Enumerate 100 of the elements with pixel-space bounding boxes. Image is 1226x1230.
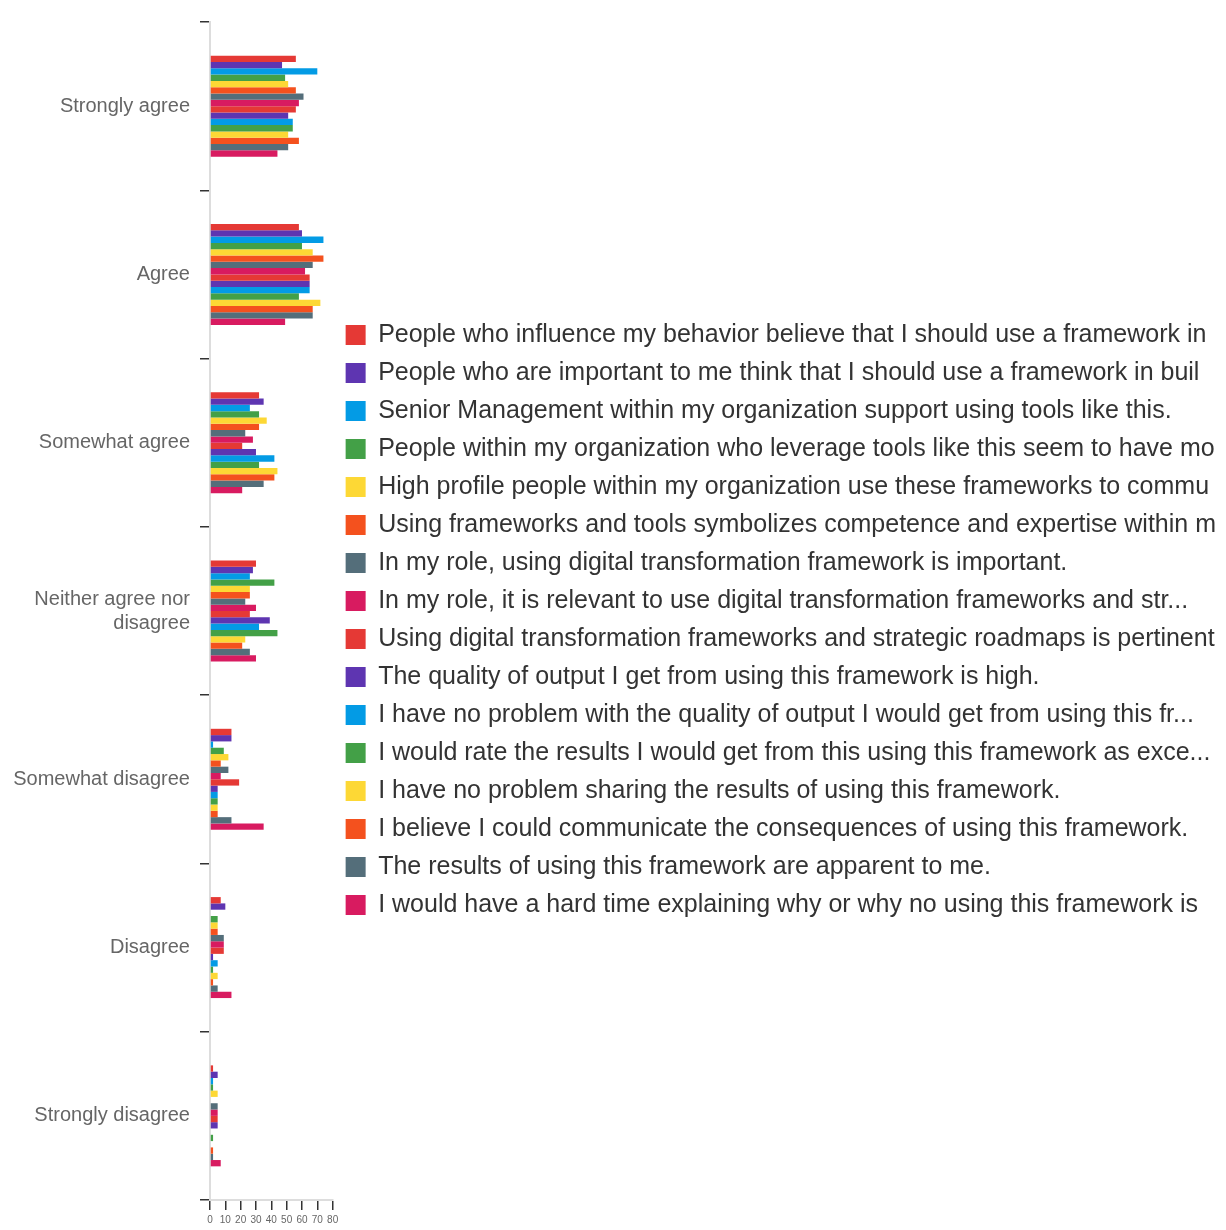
x-tick-label: 50 xyxy=(281,1213,293,1225)
bar xyxy=(210,766,229,773)
bar xyxy=(210,74,286,81)
bar xyxy=(210,455,275,462)
legend-label: The results of using this framework are apparent to me. xyxy=(378,850,991,879)
x-tick-label: 80 xyxy=(327,1213,339,1225)
x-tick-label: 20 xyxy=(235,1213,247,1225)
legend-label: Using digital transformation frameworks and strategic roadmaps is pertinent xyxy=(378,622,1215,651)
bar xyxy=(210,772,221,780)
y-tick-label: Agree xyxy=(136,261,190,284)
bar xyxy=(210,93,304,100)
bar xyxy=(210,106,296,113)
bar xyxy=(210,1147,214,1154)
bar xyxy=(210,947,224,954)
bar xyxy=(210,268,306,275)
legend-label: Senior Management within my organization support using tools like this. xyxy=(378,394,1172,423)
bar xyxy=(210,261,313,269)
legend-label: High profile people within my organization use these frameworks to commu xyxy=(378,470,1210,499)
bar xyxy=(210,436,253,443)
bar xyxy=(210,903,226,910)
legend-label: Using frameworks and tools symbolizes competence and expertise within m xyxy=(378,508,1217,537)
bar xyxy=(210,223,299,231)
bar xyxy=(210,573,250,580)
bar xyxy=(210,585,250,593)
bar xyxy=(210,423,260,431)
legend-label: People who are important to me think that I should use a framework in buil xyxy=(378,356,1200,385)
bar xyxy=(210,791,218,799)
bar xyxy=(210,293,299,300)
bar xyxy=(210,449,256,456)
bar xyxy=(210,604,256,611)
bar xyxy=(210,1090,218,1097)
legend-label: I have no problem with the quality of output I would get from using this fr... xyxy=(378,698,1194,727)
bar xyxy=(210,112,289,119)
bar xyxy=(210,68,318,75)
bar xyxy=(210,810,218,818)
bar xyxy=(210,236,324,243)
bar xyxy=(210,1103,218,1110)
bar xyxy=(210,823,264,830)
bar xyxy=(210,442,243,450)
bar xyxy=(210,760,221,767)
legend-label: The quality of output I get from using this framework is high. xyxy=(378,660,1040,689)
bar xyxy=(210,623,260,630)
bar xyxy=(210,131,289,138)
y-tick-label: Strongly disagree xyxy=(34,1103,190,1126)
bar xyxy=(210,305,313,313)
bar xyxy=(210,118,293,126)
legend-label: People who influence my behavior believe that I should use a framework in xyxy=(378,318,1207,347)
bar xyxy=(210,474,275,481)
x-tick-label: 40 xyxy=(265,1213,278,1225)
bar xyxy=(210,55,296,62)
bar xyxy=(210,274,310,281)
bar xyxy=(210,754,229,761)
bar xyxy=(210,560,256,567)
bar xyxy=(210,99,299,107)
bar xyxy=(210,125,293,132)
bar xyxy=(210,817,232,824)
bar xyxy=(210,417,267,424)
bar xyxy=(210,991,232,999)
bar xyxy=(210,242,302,250)
bar xyxy=(210,1065,214,1072)
bar xyxy=(210,80,289,88)
bar xyxy=(210,972,218,980)
bar xyxy=(210,636,246,643)
bar xyxy=(210,592,250,599)
bar xyxy=(210,566,253,574)
legend-label: I would have a hard time explaining why or why no using this framework is xyxy=(378,888,1198,917)
bar xyxy=(210,480,264,487)
bar xyxy=(210,735,232,742)
bar xyxy=(210,1084,214,1091)
bar xyxy=(210,287,310,294)
bar xyxy=(210,299,321,306)
legend-label: I would rate the results I would get from this using this framework as exce... xyxy=(378,736,1211,765)
bar xyxy=(210,411,260,418)
bar xyxy=(210,461,260,468)
bar xyxy=(210,916,218,923)
bar xyxy=(210,648,250,656)
bar xyxy=(210,629,278,637)
bar xyxy=(210,1109,218,1116)
bar xyxy=(210,617,270,624)
y-tick-label: Disagree xyxy=(109,935,190,958)
bar xyxy=(210,779,240,786)
bar xyxy=(210,150,278,157)
bar xyxy=(210,655,256,662)
bar xyxy=(210,579,275,586)
legend-label: In my role, it is relevant to use digital transformation frameworks and str... xyxy=(378,584,1189,613)
legend-label: I believe I could communicate the consequences of using this framework. xyxy=(378,812,1189,841)
bar xyxy=(210,404,250,412)
bar xyxy=(210,249,313,256)
bar xyxy=(210,598,246,605)
bar xyxy=(210,398,264,405)
bar xyxy=(210,985,218,992)
bar xyxy=(210,230,302,237)
x-tick-label: 70 xyxy=(311,1213,324,1225)
bar xyxy=(210,280,310,288)
legend-label: People within my organization who leverage tools like this seem to have mo xyxy=(378,432,1215,461)
bar xyxy=(210,467,278,475)
bar xyxy=(210,144,289,151)
y-tick-label: Neither agree nor disagree xyxy=(34,586,191,633)
legend-label: I have no problem sharing the results of using this framework. xyxy=(378,774,1061,803)
bar xyxy=(210,928,218,935)
